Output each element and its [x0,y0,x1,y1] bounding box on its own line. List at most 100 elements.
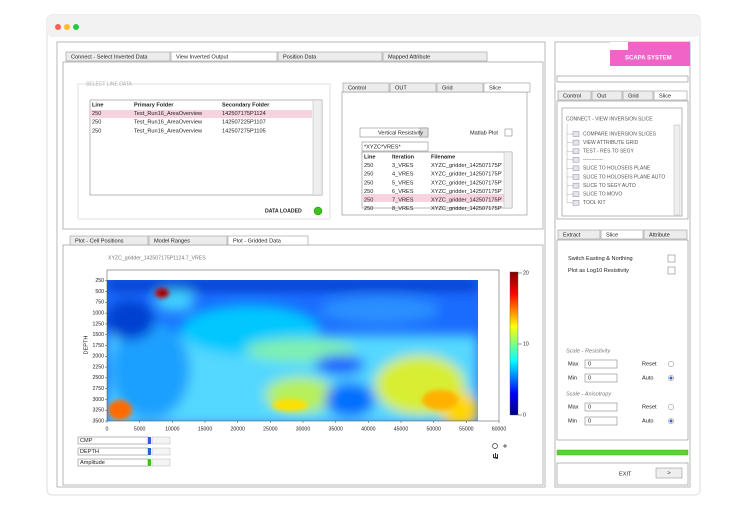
table-cell[interactable]: XYZC_gridder_142507175P' [431,180,502,186]
table-cell[interactable]: Test_Run16_AreaOverview [134,111,203,117]
tab-label[interactable]: Extract [563,232,581,238]
tab[interactable] [342,82,390,93]
tab[interactable] [643,229,688,240]
table-cell[interactable]: 142507275P1105 [222,128,266,134]
pan-tool[interactable] [493,453,498,459]
tab[interactable] [483,82,531,93]
tab-label[interactable]: Grid [628,93,639,99]
table-cell[interactable]: XYZC_gridder_142507175P' [431,189,502,195]
tab-label[interactable]: Connect - Select Inverted Data [71,54,148,60]
tree-item[interactable]: SLICE TO HOLOSEIS PLANE [583,166,651,172]
tree-item[interactable]: VIEW ATTRIBUTE GRID [583,140,639,146]
table-cell[interactable]: 250 [364,172,373,178]
table-cell[interactable]: XYZC_gridder_142507175P' [431,172,502,178]
table-cell[interactable]: 3_VRES [392,163,414,169]
dropdown-arrow[interactable] [419,127,429,138]
tab[interactable] [389,82,437,93]
tab-label[interactable]: Plot - Gridded Data [233,238,282,244]
tab-label[interactable]: View Inverted Output [176,54,229,60]
checkbox[interactable] [667,266,676,275]
field-value[interactable]: 0 [588,361,591,367]
field-value[interactable]: 0 [588,404,591,410]
tree-item[interactable]: COMPARE INVERSION SLICES [583,131,657,137]
table-cell[interactable]: 250 [364,197,373,203]
tab[interactable] [227,235,309,246]
tab-label[interactable]: Out [597,93,606,99]
zoom-tool[interactable] [492,443,498,449]
tab[interactable] [277,51,383,62]
tab[interactable] [622,90,654,101]
tree-item[interactable]: SLICE TO SEGY AUTO [583,183,636,189]
table-cell[interactable]: 142507175P1124 [222,111,266,117]
tab-label[interactable]: Control [563,93,581,99]
tab[interactable] [600,229,644,240]
number-field[interactable] [584,359,618,369]
table-cell[interactable]: 142507225P1107 [222,120,266,126]
table-cell[interactable]: 250 [92,120,101,126]
checkbox[interactable] [504,128,513,137]
tab-label[interactable]: Control [348,85,366,91]
tree-item[interactable]: SLICE TO MOVO [583,192,622,198]
table-cell[interactable]: 250 [364,206,373,212]
field-value[interactable]: 0 [588,375,591,381]
tab-label[interactable]: Position Data [283,54,317,60]
table-cell[interactable]: 250 [364,180,373,186]
axis-control-label[interactable]: DEPTH [80,449,99,455]
table-cell[interactable]: XYZC_gridder_142507175P' [431,206,502,212]
table-cell[interactable]: Test_Run16_AreaOverview [134,128,203,134]
table-cell[interactable]: Test_Run16_AreaOverview [134,120,203,126]
table-cell[interactable]: 250 [364,189,373,195]
tab-label[interactable]: Model Ranges [154,238,190,244]
table-cell[interactable]: 250 [92,128,101,134]
tab[interactable] [382,51,488,62]
filter-field[interactable] [361,141,429,152]
tab-label[interactable]: Slice [659,93,671,99]
tab[interactable] [148,235,228,246]
tab[interactable] [69,235,149,246]
scrollbar[interactable] [503,151,513,209]
table-cell[interactable]: 250 [364,163,373,169]
exit-label[interactable]: EXIT [619,471,632,477]
tab[interactable] [653,90,688,101]
tab-label[interactable]: OUT [395,85,407,91]
table-cell[interactable]: 6_VRES [392,189,414,195]
table-cell[interactable]: 8_VRES [392,206,414,212]
number-field[interactable] [584,402,618,412]
table-cell[interactable]: 7_VRES [392,197,414,203]
crosshair-tool[interactable] [503,444,507,448]
button-label[interactable]: > [667,470,670,476]
tree-item[interactable]: SLICE TO HOLOSEIS PLANE AUTO [583,174,665,180]
tab[interactable] [557,229,601,240]
maximize-button[interactable] [73,24,79,30]
tab-label[interactable]: Attribute [649,232,670,238]
axis-icon[interactable] [151,458,171,467]
tab-label[interactable]: Grid [442,85,453,91]
table-cell[interactable]: XYZC_gridder_142507175P' [431,163,502,169]
number-field[interactable] [584,416,618,426]
radio[interactable] [667,360,675,368]
tree-item[interactable]: TOOL KIT [583,200,606,206]
tab[interactable] [65,51,171,62]
table-cell[interactable]: 250 [92,111,101,117]
tab[interactable] [436,82,484,93]
radio[interactable] [667,403,675,411]
close-button[interactable] [55,24,61,30]
number-field[interactable] [584,373,618,383]
tree-item[interactable]: ------------ [583,157,603,163]
exit-button[interactable] [655,467,683,479]
scrollbar[interactable] [673,124,681,216]
tab-label[interactable]: Mapped Attribute [388,54,430,60]
scrollbar[interactable] [312,99,323,196]
tab-label[interactable]: Slice [489,85,501,91]
tab-label[interactable]: Slice [606,232,618,238]
minimize-button[interactable] [64,24,70,30]
field-value[interactable]: 0 [588,418,591,424]
checkbox[interactable] [667,254,676,263]
axis-icon[interactable] [151,447,171,456]
axis-control-label[interactable]: Amplitude [80,460,105,466]
table-cell[interactable]: 5_VRES [392,180,414,186]
tab[interactable] [557,90,592,101]
axis-icon[interactable] [151,436,171,445]
tab[interactable] [170,51,278,62]
table-cell[interactable]: XYZC_gridder_142507175P' [431,197,502,203]
